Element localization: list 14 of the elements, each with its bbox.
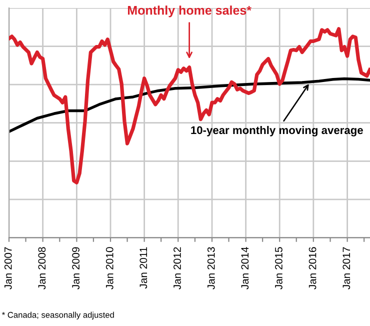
- x-tick-label: Jan 2009: [72, 247, 80, 290]
- x-tick-label: Jan 2008: [38, 247, 46, 290]
- x-tick-label: Jan 2012: [174, 247, 181, 290]
- x-tick-label: Jan 2015: [275, 247, 282, 290]
- annotation: 10-year monthly moving average: [191, 126, 363, 136]
- x-tick-label: Jan 2011: [140, 247, 148, 289]
- x-tick-label: Jan 2017: [342, 247, 350, 290]
- x-tick-label: Jan 2014: [241, 247, 249, 290]
- annotation: Monthly home sales*: [128, 6, 252, 18]
- x-tick-label: Jan 2013: [207, 247, 215, 290]
- x-tick-label: Jan 2010: [106, 247, 114, 290]
- text: * Canada; seasonally adjusted: [2, 312, 114, 320]
- x-tick-label: Jan 2007: [4, 247, 12, 290]
- x-tick-label: Jan 2016: [308, 247, 316, 290]
